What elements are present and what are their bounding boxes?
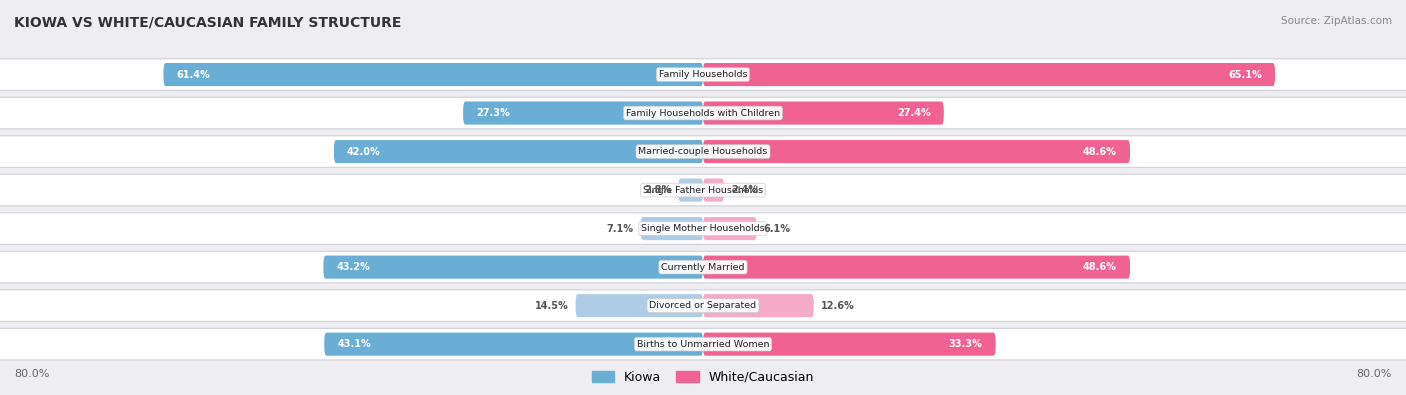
Legend: Kiowa, White/Caucasian: Kiowa, White/Caucasian bbox=[586, 366, 820, 389]
Text: 12.6%: 12.6% bbox=[821, 301, 855, 310]
FancyBboxPatch shape bbox=[0, 97, 1406, 129]
Text: Currently Married: Currently Married bbox=[661, 263, 745, 272]
Text: Births to Unmarried Women: Births to Unmarried Women bbox=[637, 340, 769, 349]
Text: Married-couple Households: Married-couple Households bbox=[638, 147, 768, 156]
FancyBboxPatch shape bbox=[703, 179, 724, 201]
Text: 48.6%: 48.6% bbox=[1083, 262, 1116, 272]
FancyBboxPatch shape bbox=[323, 256, 703, 279]
FancyBboxPatch shape bbox=[0, 59, 1406, 90]
Text: 43.2%: 43.2% bbox=[336, 262, 370, 272]
FancyBboxPatch shape bbox=[335, 140, 703, 163]
Text: 7.1%: 7.1% bbox=[606, 224, 634, 233]
Text: 65.1%: 65.1% bbox=[1227, 70, 1261, 79]
FancyBboxPatch shape bbox=[703, 256, 1130, 279]
Text: 43.1%: 43.1% bbox=[337, 339, 371, 349]
Text: 27.3%: 27.3% bbox=[477, 108, 510, 118]
Text: Family Households with Children: Family Households with Children bbox=[626, 109, 780, 118]
FancyBboxPatch shape bbox=[0, 174, 1406, 206]
Text: Single Father Households: Single Father Households bbox=[643, 186, 763, 195]
FancyBboxPatch shape bbox=[0, 290, 1406, 322]
FancyBboxPatch shape bbox=[325, 333, 703, 356]
Text: 48.6%: 48.6% bbox=[1083, 147, 1116, 156]
FancyBboxPatch shape bbox=[0, 328, 1406, 360]
Text: Source: ZipAtlas.com: Source: ZipAtlas.com bbox=[1281, 16, 1392, 26]
FancyBboxPatch shape bbox=[0, 136, 1406, 167]
FancyBboxPatch shape bbox=[641, 217, 703, 240]
FancyBboxPatch shape bbox=[703, 217, 756, 240]
FancyBboxPatch shape bbox=[163, 63, 703, 86]
Text: Family Households: Family Households bbox=[659, 70, 747, 79]
Text: 27.4%: 27.4% bbox=[897, 108, 931, 118]
Text: 42.0%: 42.0% bbox=[347, 147, 381, 156]
Text: 14.5%: 14.5% bbox=[534, 301, 568, 310]
Text: 61.4%: 61.4% bbox=[177, 70, 211, 79]
Text: 33.3%: 33.3% bbox=[949, 339, 983, 349]
Text: 2.4%: 2.4% bbox=[731, 185, 758, 195]
Text: 80.0%: 80.0% bbox=[14, 369, 49, 379]
Text: KIOWA VS WHITE/CAUCASIAN FAMILY STRUCTURE: KIOWA VS WHITE/CAUCASIAN FAMILY STRUCTUR… bbox=[14, 16, 402, 30]
FancyBboxPatch shape bbox=[0, 213, 1406, 245]
Text: Single Mother Households: Single Mother Households bbox=[641, 224, 765, 233]
FancyBboxPatch shape bbox=[703, 333, 995, 356]
Text: 80.0%: 80.0% bbox=[1357, 369, 1392, 379]
FancyBboxPatch shape bbox=[0, 251, 1406, 283]
FancyBboxPatch shape bbox=[703, 294, 814, 317]
FancyBboxPatch shape bbox=[703, 102, 943, 125]
Text: 6.1%: 6.1% bbox=[763, 224, 790, 233]
FancyBboxPatch shape bbox=[703, 140, 1130, 163]
FancyBboxPatch shape bbox=[678, 179, 703, 201]
FancyBboxPatch shape bbox=[703, 63, 1275, 86]
Text: 2.8%: 2.8% bbox=[644, 185, 672, 195]
FancyBboxPatch shape bbox=[463, 102, 703, 125]
Text: Divorced or Separated: Divorced or Separated bbox=[650, 301, 756, 310]
FancyBboxPatch shape bbox=[575, 294, 703, 317]
